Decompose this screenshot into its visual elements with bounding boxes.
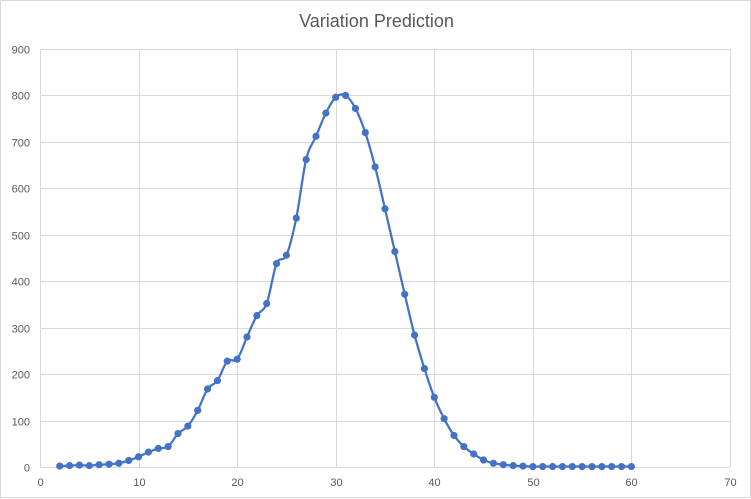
- data-point: [431, 394, 437, 400]
- x-tick-label: 10: [133, 477, 145, 489]
- y-tick-label: 300: [12, 324, 30, 336]
- data-point: [195, 407, 201, 413]
- data-point: [500, 461, 506, 467]
- data-point: [126, 457, 132, 463]
- data-point: [372, 164, 378, 170]
- data-point: [155, 445, 161, 451]
- data-point: [461, 443, 467, 449]
- series-line: [60, 94, 632, 466]
- x-tick-label: 50: [527, 477, 539, 489]
- data-point: [175, 430, 181, 436]
- data-point: [352, 105, 358, 111]
- data-point: [421, 365, 427, 371]
- data-point: [402, 291, 408, 297]
- data-point: [283, 252, 289, 258]
- data-point: [57, 463, 63, 469]
- data-point: [204, 386, 210, 392]
- x-axis-ticks: 0 10 20 30 40 50 60 70: [37, 477, 736, 489]
- data-point: [244, 334, 250, 340]
- data-point: [165, 443, 171, 449]
- data-point: [116, 460, 122, 466]
- data-point: [106, 461, 112, 467]
- x-tick-label: 0: [37, 477, 43, 489]
- data-point: [609, 463, 615, 469]
- data-point: [510, 462, 516, 468]
- data-point: [471, 451, 477, 457]
- y-tick-label: 400: [12, 277, 30, 289]
- series-layer: [57, 92, 635, 470]
- data-point: [441, 416, 447, 422]
- data-point: [135, 454, 141, 460]
- data-point: [579, 463, 585, 469]
- data-point: [323, 110, 329, 116]
- data-point: [540, 463, 546, 469]
- y-tick-label: 700: [12, 138, 30, 150]
- data-point: [599, 463, 605, 469]
- data-point: [264, 300, 270, 306]
- x-tick-label: 60: [625, 477, 637, 489]
- y-tick-label: 900: [12, 45, 30, 57]
- data-point: [362, 129, 368, 135]
- data-point: [303, 156, 309, 162]
- x-tick-label: 40: [428, 477, 440, 489]
- data-point: [96, 461, 102, 467]
- data-point: [451, 432, 457, 438]
- data-point: [549, 463, 555, 469]
- data-point: [520, 463, 526, 469]
- data-point: [342, 92, 348, 98]
- data-point: [234, 356, 240, 362]
- data-point: [76, 462, 82, 468]
- data-point: [254, 312, 260, 318]
- y-tick-label: 200: [12, 370, 30, 382]
- data-point: [559, 463, 565, 469]
- data-point: [382, 206, 388, 212]
- x-tick-label: 30: [330, 477, 342, 489]
- data-point: [392, 248, 398, 254]
- data-point: [313, 133, 319, 139]
- data-point: [569, 463, 575, 469]
- data-point: [530, 463, 536, 469]
- data-point: [480, 457, 486, 463]
- data-point: [589, 463, 595, 469]
- data-point: [293, 215, 299, 221]
- data-point: [273, 260, 279, 266]
- data-point: [411, 332, 417, 338]
- data-point: [66, 462, 72, 468]
- y-tick-label: 0: [24, 463, 30, 475]
- y-tick-label: 100: [12, 417, 30, 429]
- data-point: [490, 460, 496, 466]
- data-point: [145, 449, 151, 455]
- data-point: [214, 377, 220, 383]
- data-point: [86, 462, 92, 468]
- y-axis-ticks: 0 100 200 300 400 500 600 700 800 900: [12, 45, 30, 475]
- data-point: [618, 463, 624, 469]
- y-tick-label: 800: [12, 91, 30, 103]
- y-tick-label: 600: [12, 184, 30, 196]
- y-tick-label: 500: [12, 231, 30, 243]
- x-tick-label: 70: [724, 477, 736, 489]
- data-point: [333, 94, 339, 100]
- data-point: [185, 423, 191, 429]
- x-tick-label: 20: [231, 477, 243, 489]
- data-point: [628, 463, 634, 469]
- data-point: [224, 358, 230, 364]
- grid-layer: [40, 49, 731, 468]
